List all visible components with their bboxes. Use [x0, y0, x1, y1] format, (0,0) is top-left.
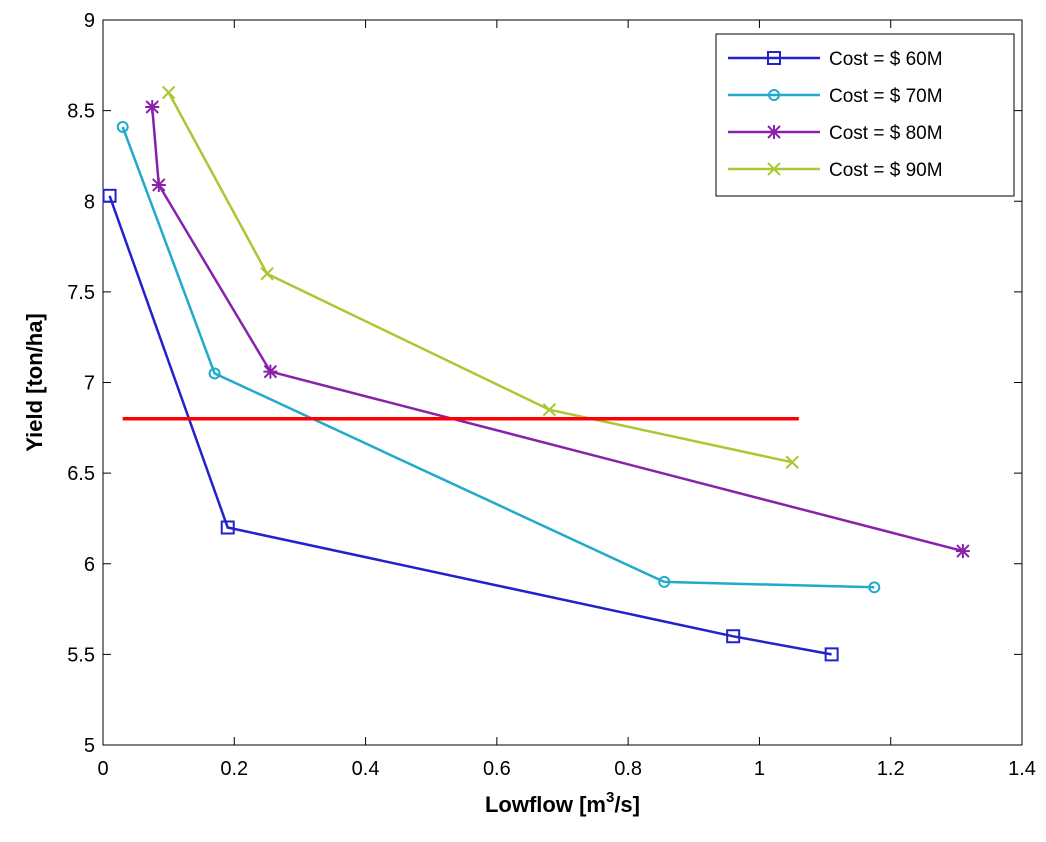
axis-titles: Lowflow [m3/s] Yield [ton/ha]	[22, 313, 640, 817]
legend-marker	[767, 162, 781, 176]
series-2	[116, 120, 881, 594]
data-point	[145, 100, 160, 114]
axis-ticks: 0 0.2 0.4 0.6 0.8 1 1.2 1.4 5 5.5 6 6.5 7 7.5 8 8.5 9	[67, 10, 1036, 780]
x-tick-label: 0.4	[352, 758, 380, 780]
legend-entry: Cost = $ 60M	[728, 49, 943, 70]
data-point	[208, 367, 221, 380]
legend-marker	[767, 51, 781, 65]
x-axis-title-main: Lowflow [m	[485, 792, 606, 817]
legend-label: Cost = $ 70M	[829, 86, 943, 107]
x-tick-label: 0.8	[614, 758, 642, 780]
y-tick-label: 7	[84, 373, 95, 395]
y-tick-label: 6.5	[67, 463, 95, 485]
y-tick-label: 6	[84, 554, 95, 576]
series-1	[102, 188, 839, 662]
data-point	[785, 455, 799, 469]
data-series	[102, 85, 970, 662]
legend: Cost = $ 60M Cost = $ 70M Cost = $ 80M Cost…	[715, 33, 1015, 197]
data-point	[151, 177, 166, 192]
data-point	[260, 267, 274, 281]
series-3	[145, 100, 970, 559]
x-tick-label: 1.2	[877, 758, 905, 780]
x-tick-label: 0.2	[220, 758, 248, 780]
legend-label: Cost = $ 90M	[829, 160, 943, 181]
series-line	[121, 126, 875, 589]
data-point	[658, 575, 671, 588]
data-point	[161, 85, 176, 100]
x-axis-title-tail: /s]	[614, 792, 640, 817]
series-line	[108, 195, 832, 656]
data-point	[116, 120, 129, 133]
legend-entry: Cost = $ 90M	[728, 160, 943, 181]
series-4	[161, 85, 799, 469]
legend-label: Cost = $ 80M	[829, 123, 943, 144]
y-tick-label: 8	[84, 191, 95, 213]
series-line	[167, 91, 793, 464]
data-point	[824, 647, 839, 662]
data-point	[955, 544, 970, 559]
data-point	[220, 520, 235, 535]
y-tick-label: 5	[84, 735, 95, 757]
x-tick-label: 0.6	[483, 758, 511, 780]
legend-entry: Cost = $ 70M	[728, 86, 943, 107]
y-axis-title: Yield [ton/ha]	[22, 313, 47, 452]
x-axis-title: Lowflow [m3/s]	[485, 789, 640, 817]
y-tick-label: 7.5	[67, 282, 95, 304]
data-point	[868, 581, 881, 594]
x-axis-title-superscript: 3	[606, 789, 614, 806]
data-point	[263, 364, 278, 379]
legend-marker	[768, 89, 780, 101]
y-tick-label: 9	[84, 10, 95, 32]
legend-entry: Cost = $ 80M	[728, 123, 943, 144]
x-tick-label: 0	[97, 758, 108, 780]
legend-marker	[767, 125, 781, 139]
legend-label: Cost = $ 60M	[829, 49, 943, 70]
data-point	[102, 188, 117, 203]
y-tick-label: 8.5	[67, 101, 95, 123]
x-tick-label: 1.4	[1008, 758, 1036, 780]
y-tick-label: 5.5	[67, 644, 95, 666]
series-line	[150, 106, 964, 553]
x-tick-label: 1	[754, 758, 765, 780]
data-point	[726, 629, 741, 644]
data-point	[542, 402, 557, 417]
